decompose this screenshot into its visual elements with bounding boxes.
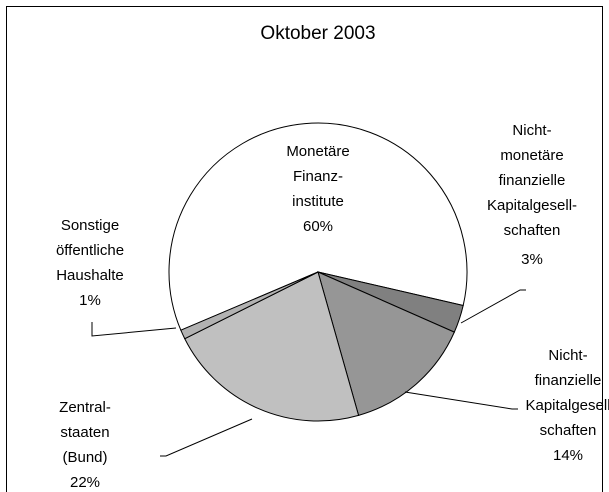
pie-slice — [180, 271, 319, 340]
slice-label: staaten — [60, 424, 109, 441]
slice-label: öffentliche — [56, 242, 124, 259]
leader-line — [460, 289, 526, 324]
slice-label: Nicht- — [548, 347, 587, 364]
slice-label: Finanz- — [293, 168, 343, 185]
value-label: 60% — [303, 218, 333, 235]
leader-line — [404, 391, 518, 410]
slice-label: Nicht- — [512, 122, 551, 139]
slice-label: finanzielle — [499, 172, 566, 189]
pie-slice — [168, 122, 468, 331]
leader-line — [160, 418, 253, 457]
pie-slice — [184, 271, 360, 422]
slice-label: (Bund) — [62, 449, 107, 466]
slice-label: Monetäre — [286, 143, 349, 160]
slice-label: Kapitalgesell — [525, 397, 609, 414]
leader-line — [91, 322, 177, 337]
slice-label: Sonstige — [61, 217, 119, 234]
slice-label: finanzielle — [535, 372, 602, 389]
pie-slice — [317, 271, 455, 416]
slice-label: Kapitalgesell- — [487, 197, 577, 214]
slice-label: schaften — [540, 422, 597, 439]
slice-label: institute — [292, 193, 344, 210]
slice-label: monetäre — [500, 147, 563, 164]
slice-label: Haushalte — [56, 267, 124, 284]
slice-label: schaften — [504, 222, 561, 239]
chart-title: Oktober 2003 — [260, 23, 375, 44]
value-label: 3% — [521, 251, 543, 268]
value-label: 1% — [79, 292, 101, 309]
value-label: 22% — [70, 474, 100, 491]
slice-label: Zentral- — [59, 399, 111, 416]
value-label: 14% — [553, 447, 583, 464]
